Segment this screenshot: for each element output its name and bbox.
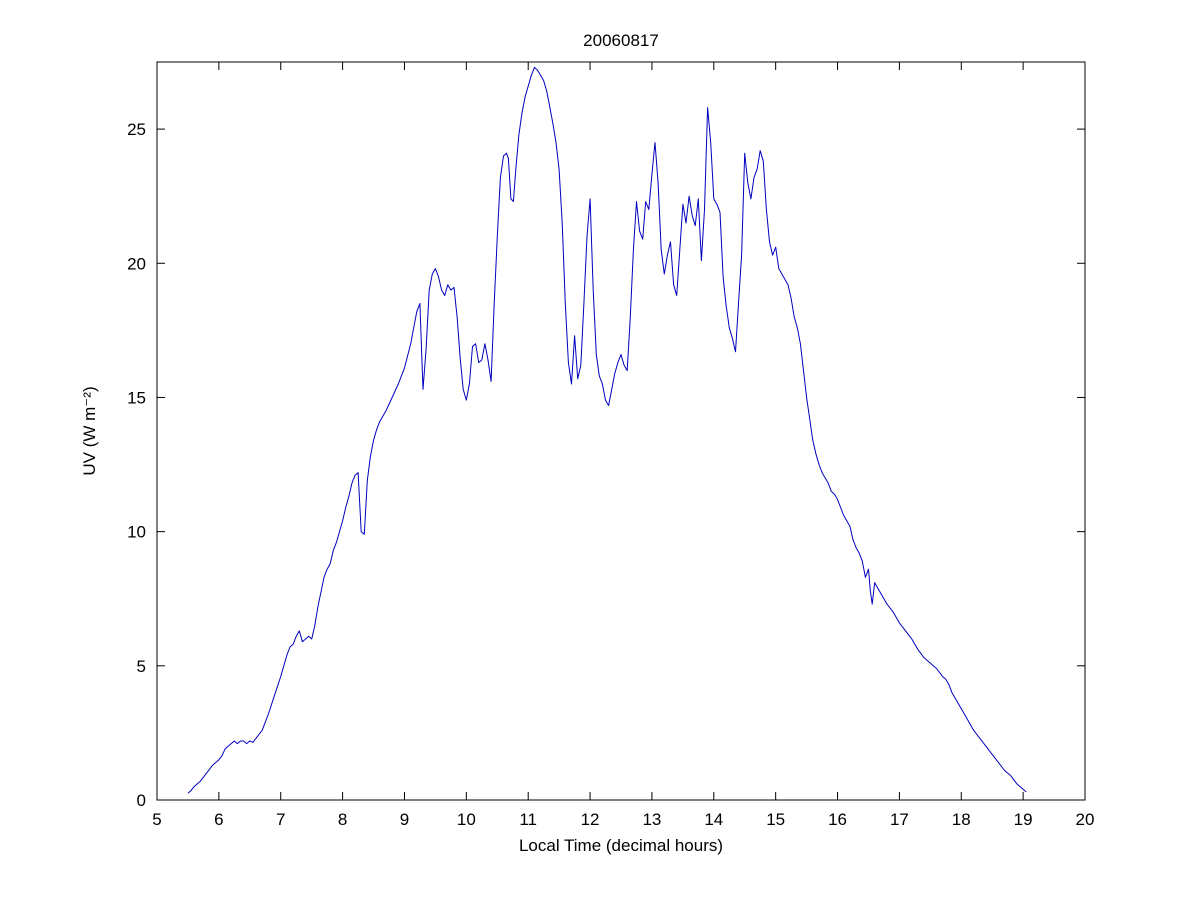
y-tick-label: 20 bbox=[127, 254, 146, 273]
x-tick-label: 9 bbox=[400, 810, 409, 829]
x-tick-label: 11 bbox=[519, 810, 537, 829]
chart-title: 20060817 bbox=[583, 31, 659, 50]
x-tick-label: 18 bbox=[952, 810, 971, 829]
x-tick-label: 10 bbox=[457, 810, 476, 829]
x-tick-label: 13 bbox=[642, 810, 661, 829]
y-tick-label: 5 bbox=[137, 657, 146, 676]
x-tick-label: 6 bbox=[214, 810, 223, 829]
x-tick-label: 15 bbox=[766, 810, 785, 829]
x-tick-label: 8 bbox=[338, 810, 347, 829]
y-tick-label: 0 bbox=[137, 791, 146, 810]
x-tick-label: 19 bbox=[1014, 810, 1033, 829]
x-tick-label: 16 bbox=[828, 810, 847, 829]
y-axis-label: UV (W m⁻²) bbox=[80, 386, 99, 475]
x-tick-label: 17 bbox=[890, 810, 909, 829]
y-tick-label: 10 bbox=[127, 523, 146, 542]
x-tick-label: 14 bbox=[704, 810, 723, 829]
uv-line-series bbox=[187, 66, 1027, 794]
x-tick-label: 12 bbox=[581, 810, 600, 829]
y-tick-label: 25 bbox=[127, 120, 146, 139]
x-tick-label: 7 bbox=[276, 810, 285, 829]
x-axis-label: Local Time (decimal hours) bbox=[519, 836, 723, 855]
axes-box bbox=[156, 61, 1086, 801]
x-tick-label: 5 bbox=[152, 810, 161, 829]
y-tick-label: 15 bbox=[127, 388, 146, 407]
x-tick-label: 20 bbox=[1076, 810, 1095, 829]
